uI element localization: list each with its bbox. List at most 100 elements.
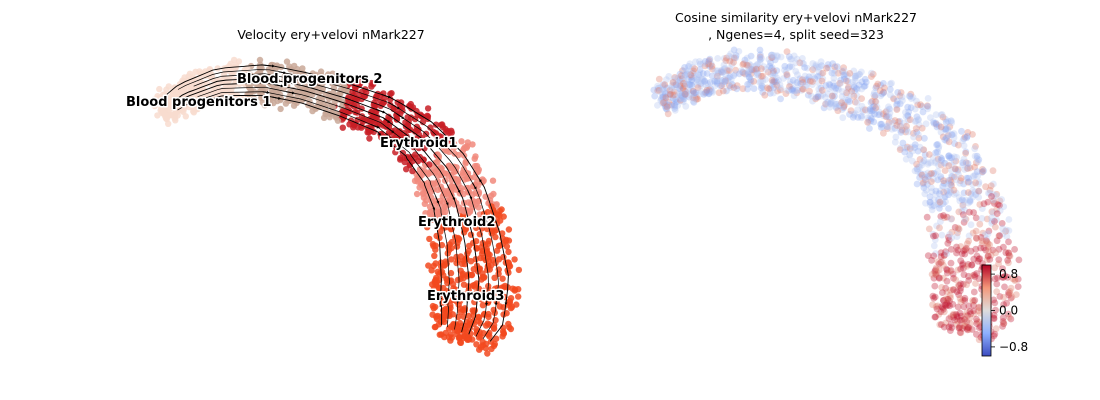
similarity-point xyxy=(682,102,690,110)
similarity-point xyxy=(719,69,726,76)
similarity-point xyxy=(739,68,747,76)
similarity-point xyxy=(954,229,961,237)
similarity-point xyxy=(783,72,791,80)
cell-point xyxy=(477,254,484,262)
similarity-point xyxy=(722,77,730,84)
similarity-point xyxy=(947,246,955,253)
similarity-point xyxy=(812,62,820,70)
similarity-point xyxy=(948,154,955,162)
similarity-point xyxy=(971,188,979,196)
similarity-point xyxy=(726,82,733,89)
similarity-point xyxy=(931,269,939,277)
similarity-point xyxy=(900,119,908,127)
cell-point xyxy=(431,323,439,331)
similarity-point xyxy=(837,76,845,84)
similarity-point xyxy=(942,115,949,123)
similarity-point xyxy=(741,70,749,78)
similarity-point xyxy=(748,65,755,73)
cell-point xyxy=(441,333,448,341)
similarity-point xyxy=(662,105,670,112)
similarity-point xyxy=(965,232,973,240)
similarity-point xyxy=(1005,291,1013,299)
similarity-point xyxy=(819,69,827,77)
similarity-point xyxy=(983,235,991,243)
similarity-point xyxy=(957,257,965,265)
similarity-point xyxy=(758,82,766,90)
similarity-point xyxy=(934,155,942,163)
similarity-point xyxy=(842,91,850,99)
similarity-point xyxy=(856,71,864,78)
cell-point xyxy=(182,113,189,120)
colorbar-ticks: 0.80.0−0.8 xyxy=(991,267,1028,354)
cell-point xyxy=(433,274,440,282)
similarity-point xyxy=(861,75,869,83)
similarity-point xyxy=(771,77,778,84)
similarity-point xyxy=(768,65,775,72)
similarity-point xyxy=(976,220,984,228)
similarity-point xyxy=(975,324,983,331)
similarity-point xyxy=(755,78,763,86)
similarity-point xyxy=(786,83,793,90)
similarity-point xyxy=(960,180,967,188)
similarity-point xyxy=(988,208,996,216)
similarity-point xyxy=(884,125,891,132)
similarity-point xyxy=(969,193,977,201)
similarity-point xyxy=(948,234,955,242)
similarity-point xyxy=(877,81,884,89)
similarity-point xyxy=(814,73,822,80)
similarity-point xyxy=(661,82,668,90)
similarity-point xyxy=(886,105,893,113)
similarity-point xyxy=(945,205,952,212)
similarity-point xyxy=(936,204,943,212)
similarity-point xyxy=(902,155,910,163)
similarity-point xyxy=(705,86,713,94)
similarity-point xyxy=(743,61,750,69)
similarity-point xyxy=(706,55,714,63)
similarity-point xyxy=(785,64,792,72)
similarity-point xyxy=(930,252,938,260)
velocity-streamline xyxy=(172,77,480,335)
similarity-point xyxy=(954,168,962,175)
similarity-point xyxy=(828,92,836,100)
similarity-point xyxy=(659,93,667,100)
velocity-arrow xyxy=(377,131,382,136)
similarity-point xyxy=(709,89,717,96)
similarity-point xyxy=(940,251,948,259)
similarity-point xyxy=(921,151,929,159)
similarity-point xyxy=(973,330,980,338)
similarity-point xyxy=(683,67,691,75)
cell-point xyxy=(464,143,471,150)
similarity-point xyxy=(787,56,794,63)
similarity-point xyxy=(945,323,953,331)
similarity-point xyxy=(685,76,692,83)
similarity-point xyxy=(938,156,945,164)
similarity-point xyxy=(678,83,686,90)
similarity-point xyxy=(932,119,940,127)
similarity-point xyxy=(758,72,765,80)
similarity-point xyxy=(906,151,914,159)
velocity-arrow xyxy=(485,297,489,306)
cell-point xyxy=(366,135,373,142)
similarity-point xyxy=(711,77,718,85)
similarity-point xyxy=(859,106,867,113)
similarity-point xyxy=(924,160,932,168)
cell-point xyxy=(258,94,265,102)
similarity-point xyxy=(668,82,676,90)
similarity-point xyxy=(966,208,973,216)
similarity-point xyxy=(882,113,890,121)
similarity-point xyxy=(853,85,860,92)
similarity-point xyxy=(992,325,1000,333)
similarity-point xyxy=(918,124,926,132)
similarity-point xyxy=(955,324,963,332)
similarity-point xyxy=(763,84,771,92)
cell-point xyxy=(447,269,455,277)
velocity-arrow xyxy=(286,91,296,95)
similarity-point xyxy=(934,258,942,266)
similarity-point xyxy=(663,105,671,113)
similarity-point xyxy=(920,157,928,165)
velocity-arrow xyxy=(271,96,282,100)
similarity-point xyxy=(852,72,860,80)
similarity-point xyxy=(971,171,979,179)
similarity-point xyxy=(872,98,879,105)
similarity-point xyxy=(959,280,967,288)
